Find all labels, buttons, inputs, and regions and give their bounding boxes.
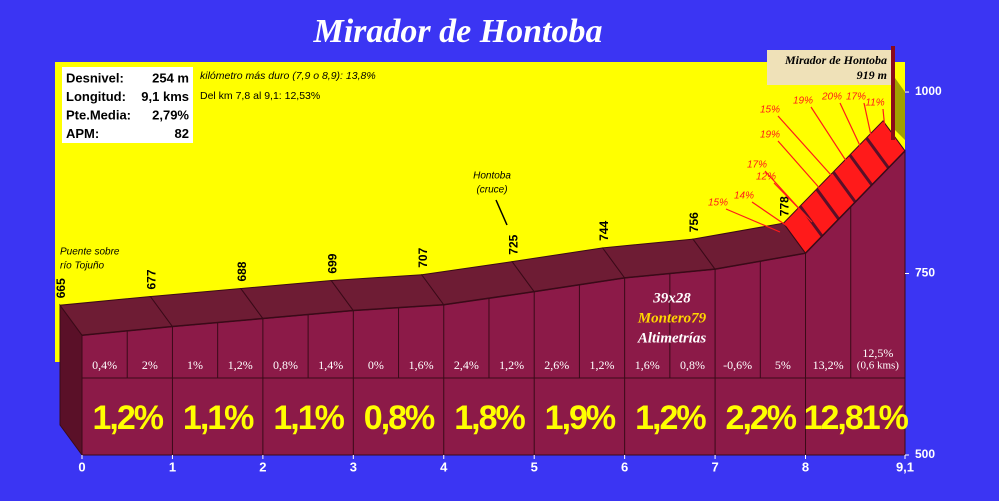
km-gradient: 1,2% bbox=[635, 399, 706, 437]
stat-value: 2,79% bbox=[152, 107, 189, 122]
profile-stripe bbox=[848, 154, 874, 186]
gradient-pointer bbox=[810, 106, 853, 171]
stats-box bbox=[62, 67, 193, 143]
km-gradient: 0,8% bbox=[364, 399, 435, 437]
x-tick-label: 8 bbox=[802, 459, 809, 474]
y-tick-label: 1000 bbox=[915, 84, 942, 98]
elevation-label: 677 bbox=[145, 269, 159, 289]
km-gradient: 1,2% bbox=[92, 399, 163, 437]
stat-label: Longitud: bbox=[66, 89, 126, 104]
summit-box bbox=[767, 50, 891, 85]
x-tick-label: 3 bbox=[350, 459, 357, 474]
elevation-label: 744 bbox=[597, 221, 611, 241]
profile-stripe bbox=[832, 171, 857, 203]
gradient-pointer bbox=[725, 208, 781, 233]
elevation-label: 756 bbox=[687, 212, 701, 232]
steep-gradient: 17% bbox=[747, 160, 767, 171]
profile-stripe bbox=[815, 188, 840, 220]
half-km-gradient: 1,2% bbox=[499, 358, 524, 372]
x-tick-label: 2 bbox=[259, 459, 266, 474]
half-km-gradient: 1% bbox=[187, 358, 203, 372]
stat-label: APM: bbox=[66, 126, 99, 141]
steep-gradient: 14% bbox=[734, 191, 754, 202]
km-gradient: 1,1% bbox=[183, 399, 254, 437]
credit: 39x28 bbox=[652, 290, 691, 306]
side-wall bbox=[895, 78, 905, 140]
place-label: (cruce) bbox=[476, 185, 507, 196]
x-tick-label: 5 bbox=[531, 459, 538, 474]
note: Del km 7,8 al 9,1: 12,53% bbox=[200, 90, 320, 102]
half-km-gradient: 0% bbox=[368, 358, 384, 372]
credit: Montero79 bbox=[637, 310, 707, 326]
chart-title: Mirador de Hontoba bbox=[312, 13, 602, 50]
place-pointer bbox=[495, 199, 508, 226]
segment-note: (0,6 kms) bbox=[857, 360, 900, 372]
x-tick-label: 6 bbox=[621, 459, 628, 474]
summit-elevation: 919 m bbox=[857, 68, 887, 82]
steep-gradient: 15% bbox=[708, 198, 728, 209]
half-km-gradient: 2,6% bbox=[544, 358, 569, 372]
stat-label: Desnivel: bbox=[66, 70, 124, 85]
y-tick-label: 750 bbox=[915, 266, 935, 280]
half-km-gradient: -0,6% bbox=[723, 358, 752, 372]
half-km-gradient: 0,8% bbox=[680, 358, 705, 372]
elevation-label: 707 bbox=[416, 247, 430, 267]
steep-gradient: 20% bbox=[821, 92, 842, 103]
km-gradient: 1,9% bbox=[545, 399, 616, 437]
half-km-gradient: 0,4% bbox=[92, 358, 117, 372]
half-km-gradient: 0,8% bbox=[273, 358, 298, 372]
gradient-pointer bbox=[882, 108, 886, 131]
stat-label: Pte.Media: bbox=[66, 107, 131, 122]
x-tick-label: 1 bbox=[169, 459, 176, 474]
km-gradient: 1,1% bbox=[273, 399, 344, 437]
steep-gradient: 19% bbox=[760, 130, 780, 141]
elevation-label: 688 bbox=[235, 261, 249, 281]
place-label: Hontoba bbox=[473, 171, 511, 182]
steep-gradient: 17% bbox=[846, 92, 866, 103]
half-km-gradient: 1,4% bbox=[318, 358, 343, 372]
steep-gradient: 15% bbox=[760, 105, 780, 116]
steep-gradient: 12% bbox=[756, 172, 776, 183]
place-label: río Tojuño bbox=[60, 261, 105, 272]
stat-value: 82 bbox=[175, 126, 189, 141]
half-km-gradient: 12,5% bbox=[862, 346, 893, 360]
km-gradient: 2,2% bbox=[726, 399, 797, 437]
km-gradient: 12,81% bbox=[804, 399, 909, 437]
y-tick-label: 500 bbox=[915, 447, 935, 461]
x-tick-label: 0 bbox=[78, 459, 85, 474]
half-km-gradient: 13,2% bbox=[813, 358, 844, 372]
steep-gradient: 19% bbox=[793, 96, 813, 107]
gradient-pointer bbox=[773, 182, 813, 223]
half-km-gradient: 5% bbox=[775, 358, 791, 372]
half-km-gradient: 1,2% bbox=[590, 358, 615, 372]
elevation-label: 699 bbox=[325, 253, 339, 273]
half-km-gradient: 1,6% bbox=[635, 358, 660, 372]
profile-stripe bbox=[865, 137, 890, 169]
summit-name: Mirador de Hontoba bbox=[784, 53, 887, 67]
elevation-label: 778 bbox=[778, 196, 792, 216]
gradient-pointer bbox=[839, 102, 863, 151]
gradient-pointer bbox=[777, 140, 831, 201]
x-tick-label: 4 bbox=[440, 459, 448, 474]
gradient-pointer bbox=[777, 115, 841, 186]
x-tick-label: 7 bbox=[711, 459, 718, 474]
place-label: Puente sobre bbox=[60, 247, 120, 258]
note: kilómetro más duro (7,9 o 8,9): 13,8% bbox=[200, 70, 376, 82]
x-tick-label: 9,1 bbox=[896, 459, 914, 474]
half-km-gradient: 1,2% bbox=[228, 358, 253, 372]
credit: Altimetrías bbox=[637, 330, 707, 346]
elevation-label: 725 bbox=[506, 234, 520, 254]
half-km-gradient: 2% bbox=[142, 358, 158, 372]
half-km-gradient: 2,4% bbox=[454, 358, 479, 372]
km-gradient: 1,8% bbox=[454, 399, 525, 437]
half-km-gradient: 1,6% bbox=[409, 358, 434, 372]
stat-value: 254 m bbox=[152, 70, 189, 85]
steep-gradient: 11% bbox=[865, 98, 884, 109]
gradient-pointer bbox=[751, 201, 791, 229]
gradient-pointer bbox=[863, 102, 873, 141]
elevation-label: 665 bbox=[54, 278, 68, 298]
stat-value: 9,1 kms bbox=[141, 89, 189, 104]
